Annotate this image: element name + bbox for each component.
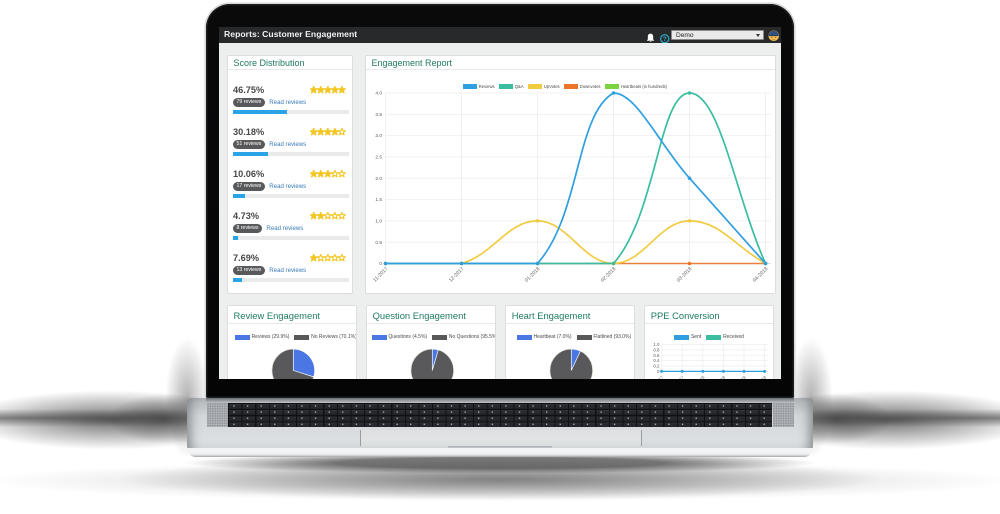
svg-text:12-2017: 12-2017: [447, 266, 465, 284]
svg-text:0.5: 0.5: [375, 239, 382, 245]
svg-text:01-2018: 01-2018: [523, 266, 541, 284]
svg-text:0: 0: [657, 368, 660, 373]
svg-text:01-2018: 01-2018: [691, 374, 706, 379]
svg-text:0.8: 0.8: [653, 347, 660, 352]
svg-text:03-2018: 03-2018: [732, 374, 747, 379]
svg-text:1.5: 1.5: [375, 197, 382, 203]
svg-text:1.0: 1.0: [375, 218, 382, 224]
svg-text:0.2: 0.2: [653, 363, 660, 368]
svg-text:02-2018: 02-2018: [711, 374, 726, 379]
svg-text:12-2017: 12-2017: [670, 374, 685, 379]
svg-text:4.0: 4.0: [375, 90, 382, 96]
svg-text:11-2017: 11-2017: [372, 266, 389, 283]
svg-text:3.5: 3.5: [375, 111, 382, 117]
svg-text:04-2018: 04-2018: [751, 266, 769, 284]
svg-text:2.0: 2.0: [375, 175, 382, 181]
svg-text:11-2017: 11-2017: [650, 374, 665, 379]
svg-text:0: 0: [379, 261, 382, 267]
svg-text:2.5: 2.5: [375, 154, 382, 160]
svg-text:0.4: 0.4: [653, 358, 660, 363]
svg-text:03-2018: 03-2018: [675, 266, 693, 284]
svg-text:0.6: 0.6: [653, 352, 660, 357]
svg-text:1.0: 1.0: [653, 342, 660, 347]
svg-text:?: ?: [663, 35, 667, 42]
svg-text:3.0: 3.0: [375, 133, 382, 139]
svg-text:04-2018: 04-2018: [753, 374, 768, 379]
svg-text:02-2018: 02-2018: [599, 266, 617, 284]
